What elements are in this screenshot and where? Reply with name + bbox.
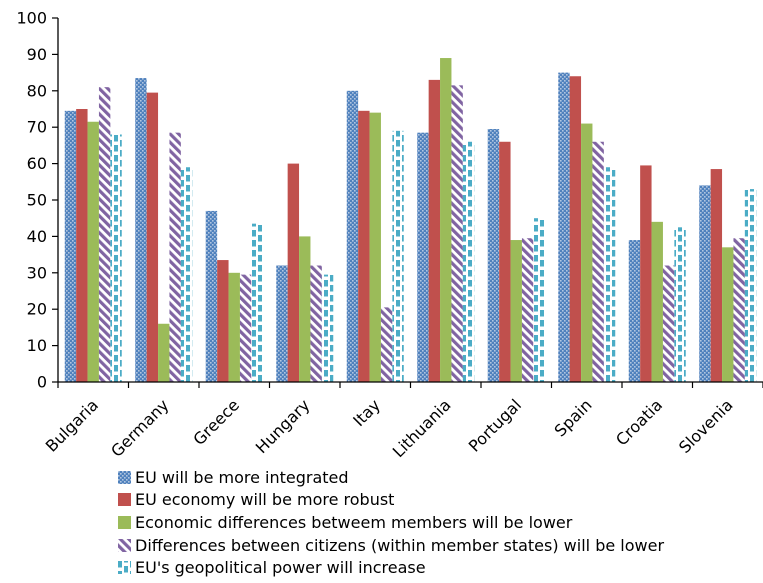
legend-label: Economic differences betweem members wil… [135, 512, 573, 532]
bar-spain-series-1 [558, 72, 570, 382]
bar-spain-series-2 [569, 76, 582, 383]
legend-item: Differences between citizens (within mem… [118, 534, 664, 557]
bar-croatia-series-4 [662, 265, 675, 382]
legend-label: EU will be more integrated [135, 467, 349, 487]
y-tick-label: 100 [16, 9, 47, 28]
bar-lithuania-series-4 [451, 85, 463, 382]
bar-slovenia-series-3 [722, 247, 734, 382]
bar-portugal-series-2 [499, 141, 511, 382]
bar-slovenia-series-4 [733, 238, 745, 382]
legend-label: Differences between citizens (within mem… [135, 535, 665, 555]
bar-hungary-series-2 [287, 163, 300, 382]
bar-bulgaria-series-3 [87, 121, 99, 383]
legend-swatch [118, 470, 131, 484]
bar-portugal-series-1 [487, 129, 500, 382]
bar-bulgaria-series-4 [98, 87, 111, 382]
bar-hungary-series-4 [310, 265, 322, 382]
bar-spain-series-5 [603, 167, 616, 382]
bar-germany-series-2 [146, 92, 159, 383]
bar-lithuania-series-3 [440, 58, 452, 382]
x-category-label: Croatia [612, 395, 666, 449]
bar-itay-series-2 [358, 110, 370, 382]
y-tick-label: 90 [27, 45, 47, 64]
bar-croatia-series-2 [640, 165, 652, 382]
y-tick-label: 80 [27, 81, 47, 100]
legend: EU will be more integrated EU economy wil… [118, 466, 664, 579]
bar-bulgaria-series-5 [110, 134, 122, 382]
bar-portugal-series-4 [521, 238, 534, 382]
bar-spain-series-3 [581, 123, 593, 382]
legend-label: EU economy will be more robust [135, 490, 395, 510]
x-category-label: Slovenia [675, 395, 737, 457]
bar-lithuania-series-1 [417, 132, 429, 382]
bar-bulgaria-series-1 [64, 110, 77, 382]
x-category-label: Portugal [465, 395, 525, 455]
y-tick-label: 10 [27, 336, 47, 355]
x-category-label: Lithuania [389, 395, 455, 461]
bar-hungary-series-5 [321, 274, 334, 382]
y-tick-label: 50 [27, 191, 47, 210]
bar-croatia-series-1 [628, 240, 641, 382]
legend-swatch [118, 515, 131, 529]
bar-greece-series-1 [205, 210, 218, 382]
bar-germany-series-1 [135, 78, 147, 382]
legend-item: EU economy will be more robust [118, 489, 664, 512]
bar-slovenia-series-5 [744, 189, 757, 382]
y-tick-label: 60 [27, 154, 47, 173]
bar-slovenia-series-1 [699, 185, 711, 382]
x-category-label: Spain [551, 395, 596, 440]
bar-hungary-series-3 [299, 236, 311, 382]
bar-croatia-series-5 [674, 227, 686, 382]
bar-slovenia-series-2 [710, 169, 723, 382]
legend-swatch [118, 561, 131, 575]
bar-bulgaria-series-2 [76, 109, 88, 382]
bar-itay-series-1 [346, 90, 359, 383]
bar-greece-series-2 [217, 260, 229, 382]
bar-greece-series-3 [228, 272, 240, 382]
y-tick-label: 0 [37, 373, 47, 392]
bar-itay-series-4 [380, 307, 393, 382]
bar-portugal-series-3 [510, 240, 522, 382]
bar-itay-series-5 [392, 130, 404, 382]
bar-itay-series-3 [369, 112, 381, 382]
x-category-label: Itay [349, 395, 384, 430]
legend-item: EU's geopolitical power will increase [118, 556, 664, 579]
x-category-label: Bulgaria [42, 395, 102, 455]
bar-greece-series-4 [239, 274, 252, 382]
bar-portugal-series-5 [533, 218, 545, 382]
bar-croatia-series-3 [651, 221, 663, 382]
bar-lithuania-series-2 [428, 79, 441, 382]
y-tick-label: 40 [27, 227, 47, 246]
y-tick-label: 70 [27, 118, 47, 137]
bar-spain-series-4 [592, 141, 604, 382]
legend-swatch [118, 538, 131, 552]
bar-lithuania-series-5 [462, 141, 475, 382]
legend-label: EU's geopolitical power will increase [135, 558, 426, 578]
legend-swatch [118, 493, 131, 507]
legend-item: EU will be more integrated [118, 466, 664, 489]
bar-germany-series-5 [180, 167, 193, 382]
bar-germany-series-4 [169, 132, 181, 382]
legend-item: Economic differences betweem members wil… [118, 511, 664, 534]
y-tick-label: 30 [27, 263, 47, 282]
bars-group [64, 58, 757, 383]
bar-greece-series-5 [251, 223, 263, 382]
y-tick-label: 20 [27, 300, 47, 319]
x-category-label: Germany [107, 395, 172, 460]
bar-germany-series-3 [158, 323, 170, 382]
x-category-label: Greece [189, 395, 243, 449]
x-category-label: Hungary [252, 395, 314, 457]
bar-hungary-series-1 [276, 265, 288, 382]
